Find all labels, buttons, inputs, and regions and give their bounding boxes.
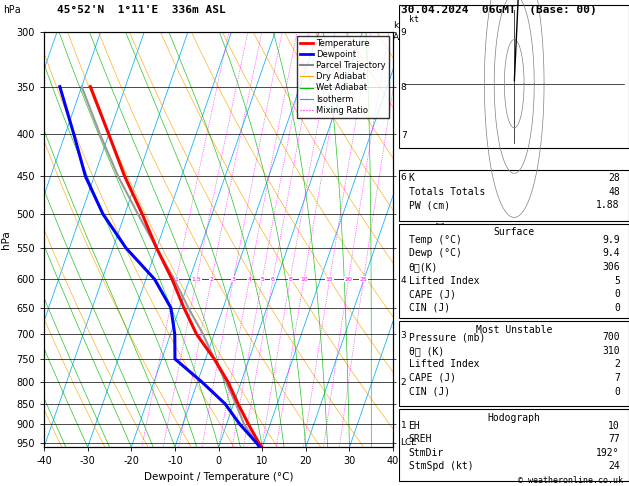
Text: Temp (°C): Temp (°C) bbox=[409, 235, 462, 245]
Text: θᴄ(K): θᴄ(K) bbox=[409, 262, 438, 272]
Text: 28: 28 bbox=[608, 174, 620, 183]
Text: 0: 0 bbox=[614, 289, 620, 299]
Text: Lifted Index: Lifted Index bbox=[409, 276, 479, 286]
Bar bbox=[399, 409, 629, 481]
Bar bbox=[399, 224, 629, 318]
Text: 2: 2 bbox=[209, 277, 213, 282]
Text: CIN (J): CIN (J) bbox=[409, 303, 450, 313]
Text: 77: 77 bbox=[608, 434, 620, 444]
Text: 30.04.2024  06GMT  (Base: 00): 30.04.2024 06GMT (Base: 00) bbox=[401, 5, 597, 15]
Text: © weatheronline.co.uk: © weatheronline.co.uk bbox=[518, 476, 623, 485]
Text: SREH: SREH bbox=[409, 434, 432, 444]
Text: PW (cm): PW (cm) bbox=[409, 201, 450, 210]
Text: EH: EH bbox=[409, 420, 420, 431]
Text: 10: 10 bbox=[300, 277, 308, 282]
Text: Most Unstable: Most Unstable bbox=[476, 325, 552, 334]
Bar bbox=[399, 321, 629, 406]
Text: θᴄ (K): θᴄ (K) bbox=[409, 346, 444, 356]
Text: 25: 25 bbox=[360, 277, 367, 282]
Text: 4: 4 bbox=[247, 277, 252, 282]
Text: CAPE (J): CAPE (J) bbox=[409, 373, 455, 383]
Text: StmSpd (kt): StmSpd (kt) bbox=[409, 461, 473, 471]
Text: 310: 310 bbox=[602, 346, 620, 356]
Text: CIN (J): CIN (J) bbox=[409, 386, 450, 397]
Text: Surface: Surface bbox=[494, 227, 535, 237]
Text: ASL: ASL bbox=[393, 33, 410, 42]
Text: Hodograph: Hodograph bbox=[487, 413, 541, 423]
Text: 0: 0 bbox=[614, 303, 620, 313]
X-axis label: Dewpoint / Temperature (°C): Dewpoint / Temperature (°C) bbox=[144, 472, 293, 482]
Text: 5: 5 bbox=[614, 276, 620, 286]
Text: 9.9: 9.9 bbox=[602, 235, 620, 245]
Text: km: km bbox=[393, 20, 407, 30]
Text: 9.4: 9.4 bbox=[602, 248, 620, 259]
Text: kt: kt bbox=[409, 15, 418, 24]
Text: LCL: LCL bbox=[400, 438, 416, 447]
Y-axis label: hPa: hPa bbox=[1, 230, 11, 249]
Text: 8: 8 bbox=[288, 277, 292, 282]
Text: 10: 10 bbox=[608, 420, 620, 431]
Text: 24: 24 bbox=[608, 461, 620, 471]
Text: 2: 2 bbox=[614, 359, 620, 369]
Text: 192°: 192° bbox=[596, 448, 620, 458]
Text: 1.5: 1.5 bbox=[192, 277, 201, 282]
Text: 48: 48 bbox=[608, 187, 620, 197]
Legend: Temperature, Dewpoint, Parcel Trajectory, Dry Adiabat, Wet Adiabat, Isotherm, Mi: Temperature, Dewpoint, Parcel Trajectory… bbox=[297, 36, 389, 118]
Text: Mixing Ratio (g/kg): Mixing Ratio (g/kg) bbox=[438, 200, 447, 279]
Text: 5: 5 bbox=[260, 277, 264, 282]
Text: hPa: hPa bbox=[3, 5, 21, 15]
Text: 700: 700 bbox=[602, 332, 620, 342]
Text: 15: 15 bbox=[326, 277, 333, 282]
Bar bbox=[399, 170, 629, 221]
Text: Pressure (mb): Pressure (mb) bbox=[409, 332, 485, 342]
Text: Lifted Index: Lifted Index bbox=[409, 359, 479, 369]
Text: K: K bbox=[409, 174, 415, 183]
Text: CAPE (J): CAPE (J) bbox=[409, 289, 455, 299]
Text: 3: 3 bbox=[231, 277, 235, 282]
Text: 306: 306 bbox=[602, 262, 620, 272]
Text: StmDir: StmDir bbox=[409, 448, 444, 458]
Text: Dewp (°C): Dewp (°C) bbox=[409, 248, 462, 259]
Text: 6: 6 bbox=[271, 277, 275, 282]
Text: 7: 7 bbox=[614, 373, 620, 383]
Text: Totals Totals: Totals Totals bbox=[409, 187, 485, 197]
Text: 1: 1 bbox=[174, 277, 178, 282]
Text: 20: 20 bbox=[345, 277, 352, 282]
Text: 45°52'N  1°11'E  336m ASL: 45°52'N 1°11'E 336m ASL bbox=[57, 5, 225, 15]
Text: 0: 0 bbox=[614, 386, 620, 397]
Bar bbox=[399, 5, 629, 148]
Text: 1.88: 1.88 bbox=[596, 201, 620, 210]
